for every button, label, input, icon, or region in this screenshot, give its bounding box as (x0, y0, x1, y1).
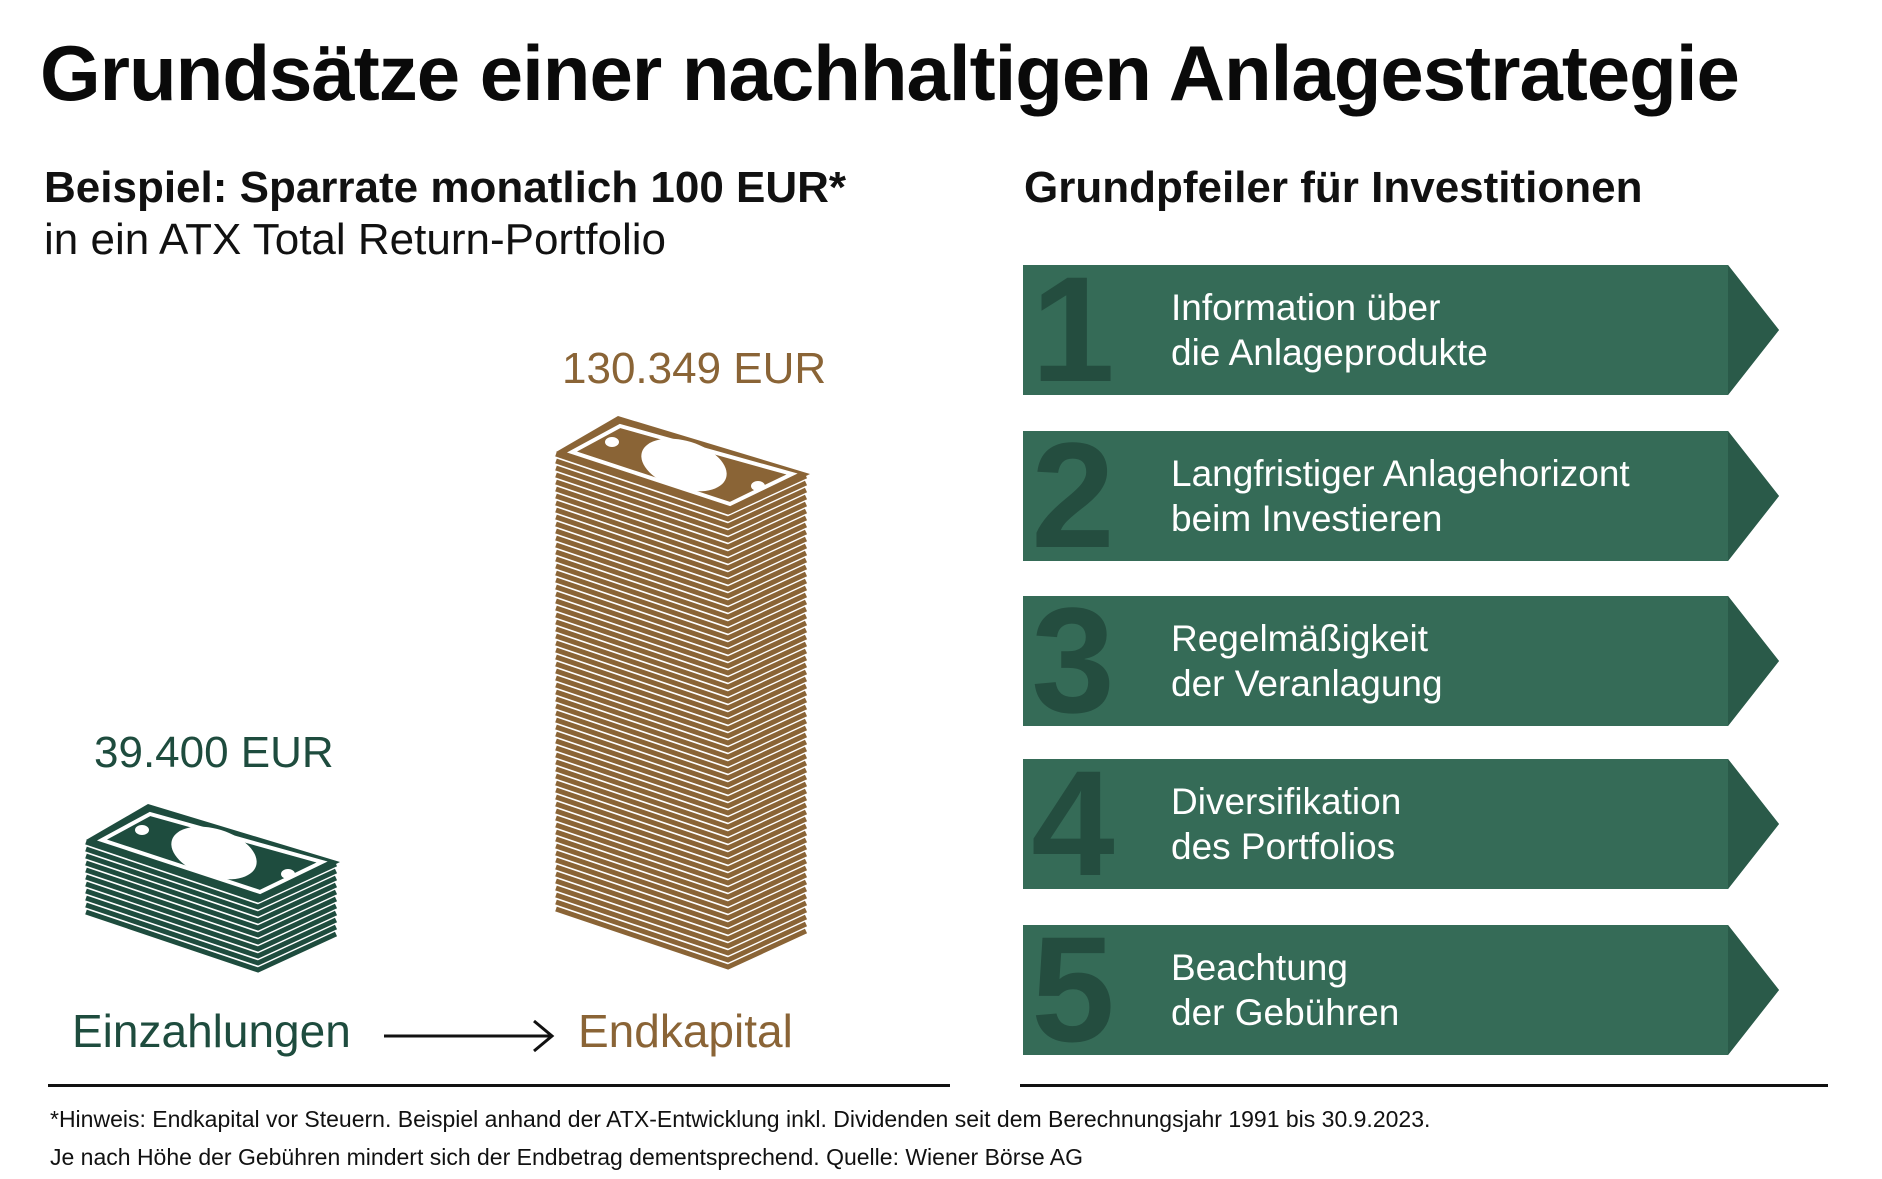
pillar-3-line2: der Veranlagung (1171, 663, 1443, 704)
pillar-5-line1: Beachtung (1171, 947, 1348, 988)
pillar-3-number: 3 (1031, 576, 1115, 744)
deposits-money-stack-icon (85, 804, 340, 973)
pillar-2: 2 Langfristiger Anlagehorizont beim Inve… (1023, 415, 1779, 575)
pillar-4-text: Diversifikation des Portfolios (1171, 779, 1401, 869)
pillar-4: 4 Diversifikation des Portfolios (1023, 743, 1779, 903)
deposits-amount: 39.400 EUR (94, 728, 334, 777)
pillar-5-arrow-shape (1023, 925, 1779, 1055)
pillar-1-arrow-shape (1023, 265, 1779, 395)
pillar-3-line1: Regelmäßigkeit (1171, 618, 1429, 659)
final-amount: 130.349 EUR (562, 344, 827, 393)
example-heading: Beispiel: Sparrate monatlich 100 EUR* in… (44, 162, 846, 266)
divider-left (48, 1084, 950, 1087)
final-money-stack-icon (555, 416, 810, 970)
pillar-3: 3 Regelmäßigkeit der Veranlagung (1023, 580, 1779, 740)
deposits-label: Einzahlungen (72, 1005, 351, 1057)
arrow-right-icon (384, 1019, 555, 1053)
pillar-4-number: 4 (1031, 739, 1115, 907)
pillar-5-line2: der Gebühren (1171, 992, 1400, 1033)
pillar-4-line2: des Portfolios (1171, 826, 1396, 867)
divider-right (1020, 1084, 1828, 1087)
pillar-2-line1: Langfristiger Anlagehorizont (1171, 453, 1630, 494)
pillar-2-text: Langfristiger Anlagehorizont beim Invest… (1171, 451, 1630, 541)
footnote-line2: Je nach Höhe der Gebühren mindert sich d… (50, 1144, 1084, 1170)
final-label: Endkapital (578, 1005, 793, 1057)
pillar-5: 5 Beachtung der Gebühren (1023, 909, 1779, 1069)
pillar-1: 1 Information über die Anlageprodukte (1023, 249, 1779, 409)
pillar-1-number: 1 (1031, 245, 1115, 413)
pillar-4-line1: Diversifikation (1171, 781, 1402, 822)
footnote-line1: *Hinweis: Endkapital vor Steuern. Beispi… (50, 1106, 1431, 1132)
pillar-5-number: 5 (1031, 905, 1115, 1073)
example-heading-bold: Beispiel: Sparrate monatlich 100 EUR* (44, 163, 847, 212)
page-title: Grundsätze einer nachhaltigen Anlagestra… (40, 29, 1740, 117)
pillar-5-text: Beachtung der Gebühren (1171, 945, 1399, 1035)
pillar-1-text: Information über die Anlageprodukte (1171, 285, 1488, 375)
example-heading-regular: in ein ATX Total Return-Portfolio (44, 215, 667, 264)
pillar-2-arrow-shape (1023, 431, 1779, 561)
pillar-2-number: 2 (1031, 411, 1115, 579)
pillar-3-arrow-shape (1023, 596, 1779, 726)
pillar-2-line2: beim Investieren (1171, 498, 1443, 539)
pillar-3-text: Regelmäßigkeit der Veranlagung (1171, 616, 1443, 706)
pillar-4-arrow-shape (1023, 759, 1779, 889)
pillar-1-line1: Information über (1171, 287, 1441, 328)
pillar-1-line2: die Anlageprodukte (1171, 332, 1488, 373)
pillars-heading: Grundpfeiler für Investitionen (1024, 163, 1643, 212)
